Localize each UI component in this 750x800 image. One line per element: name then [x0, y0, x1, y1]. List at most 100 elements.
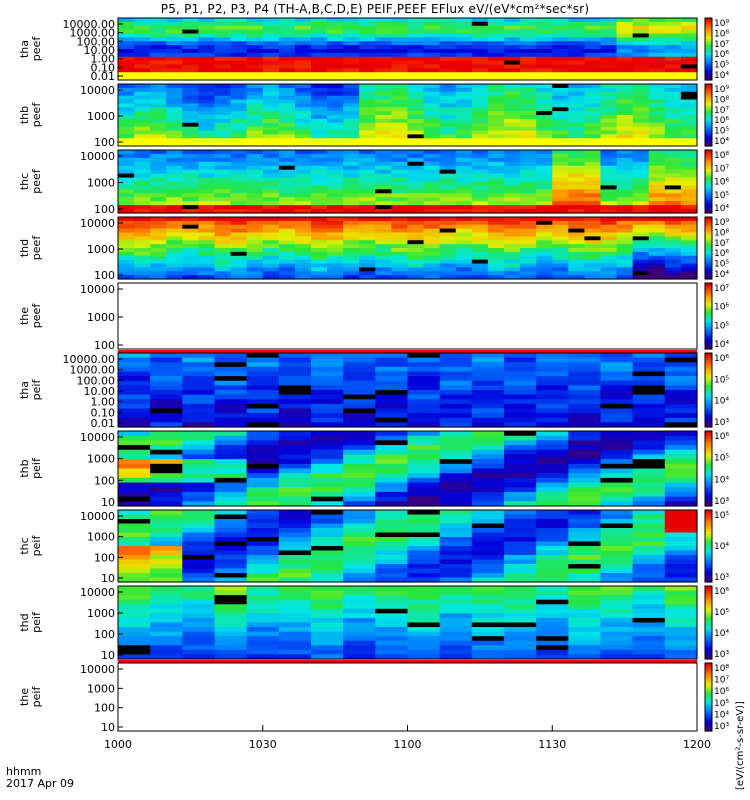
heatmap-cell — [439, 118, 457, 124]
heatmap-cell — [407, 271, 425, 276]
heatmap-cell — [262, 197, 280, 202]
heatmap-cell — [520, 201, 537, 206]
heatmap-cell — [536, 232, 553, 237]
heatmap-cell — [182, 115, 200, 120]
heatmap-cell — [504, 550, 537, 556]
heatmap-cell — [182, 532, 216, 538]
heatmap-cell — [407, 431, 441, 437]
heatmap-cell — [230, 197, 248, 202]
heatmap-cell — [118, 76, 135, 81]
heatmap-cell — [600, 468, 634, 474]
heatmap-cell — [584, 130, 602, 135]
heatmap-cell — [471, 550, 505, 556]
heatmap-cell — [375, 366, 409, 373]
heatmap-cell — [680, 244, 698, 249]
heatmap-cell — [150, 482, 183, 488]
panel-probe-label: the — [18, 307, 31, 325]
heatmap-cell — [182, 357, 216, 363]
heatmap-cell — [278, 122, 296, 128]
heatmap-cell — [214, 417, 248, 423]
heatmap-cell — [294, 56, 312, 62]
heatmap-cell — [246, 118, 264, 124]
heatmap-cell — [118, 201, 135, 206]
heatmap-cell — [632, 193, 650, 198]
heatmap-cell — [407, 153, 425, 159]
heatmap-cell — [359, 185, 376, 190]
heatmap-cell — [600, 259, 618, 265]
heatmap-cell — [664, 217, 682, 222]
heatmap-cell — [278, 482, 312, 488]
heatmap-cell — [262, 60, 280, 66]
colorbar-step — [705, 534, 712, 537]
heatmap-cell — [600, 205, 618, 210]
heatmap-cell — [439, 150, 457, 155]
heatmap-cell — [391, 21, 409, 27]
heatmap-cell — [343, 236, 360, 241]
heatmap-cell — [246, 68, 264, 73]
colorbar-step — [705, 555, 712, 559]
heatmap-cell — [439, 541, 473, 547]
heatmap-cell — [455, 271, 473, 276]
heatmap-cell — [520, 232, 537, 237]
heatmap-cell — [471, 649, 505, 656]
heatmap-cell — [311, 185, 328, 190]
heatmap-cell — [294, 91, 312, 97]
heatmap-cell — [359, 177, 376, 183]
heatmap-cell — [327, 165, 344, 171]
heatmap-cell — [134, 130, 151, 135]
heatmap-cell — [632, 537, 666, 543]
heatmap-cell — [198, 115, 216, 120]
heatmap-cell — [150, 161, 167, 167]
heatmap-cell — [327, 228, 344, 234]
heatmap-cell — [455, 64, 473, 69]
heatmap-cell — [407, 613, 441, 619]
heatmap-cell — [504, 56, 521, 62]
heatmap-cell — [359, 68, 376, 73]
heatmap-cell — [311, 150, 328, 155]
heatmap-cell — [214, 408, 248, 414]
heatmap-cell — [664, 197, 682, 202]
heatmap-cell — [311, 362, 344, 368]
heatmap-cell — [439, 244, 457, 249]
heatmap-cell — [262, 56, 280, 62]
heatmap-cell — [230, 52, 248, 58]
heatmap-cell — [327, 122, 344, 128]
heatmap-cell — [520, 263, 537, 268]
heatmap-cell — [648, 275, 666, 280]
heatmap-cell — [664, 617, 698, 624]
heatmap-cell — [407, 228, 425, 234]
heatmap-cell — [150, 185, 167, 190]
heatmap-cell — [407, 640, 441, 646]
colorbar-step — [705, 100, 712, 104]
heatmap-cell — [680, 37, 698, 42]
heatmap-cell — [262, 232, 280, 237]
heatmap-cell — [214, 459, 248, 465]
heatmap-cell — [246, 473, 280, 479]
colorbar-step — [705, 18, 712, 21]
heatmap-cell — [375, 232, 393, 237]
heatmap-cell — [504, 353, 537, 359]
heatmap-cell — [407, 150, 425, 155]
heatmap-cell — [407, 366, 441, 373]
heatmap-cell — [150, 138, 167, 143]
heatmap-cell — [134, 185, 151, 190]
heatmap-cell — [150, 501, 183, 507]
heatmap-cell — [680, 271, 698, 276]
heatmap-cell — [359, 118, 376, 124]
colorbar-tick-label: 10⁹ — [714, 218, 729, 228]
heatmap-cell — [632, 590, 666, 596]
heatmap-cell — [664, 357, 698, 363]
heatmap-cell — [423, 248, 441, 253]
heatmap-cell — [616, 126, 634, 132]
heatmap-cell — [311, 431, 344, 437]
heatmap-cell — [423, 185, 441, 190]
heatmap-cell — [536, 251, 553, 257]
heatmap-cell — [150, 220, 167, 226]
heatmap-cell — [600, 631, 634, 637]
heatmap-cell — [520, 45, 537, 50]
panel-product-label: peef — [30, 303, 43, 329]
colorbar-step — [705, 529, 712, 533]
heatmap-cell — [311, 564, 344, 570]
heatmap-cell — [504, 631, 537, 637]
